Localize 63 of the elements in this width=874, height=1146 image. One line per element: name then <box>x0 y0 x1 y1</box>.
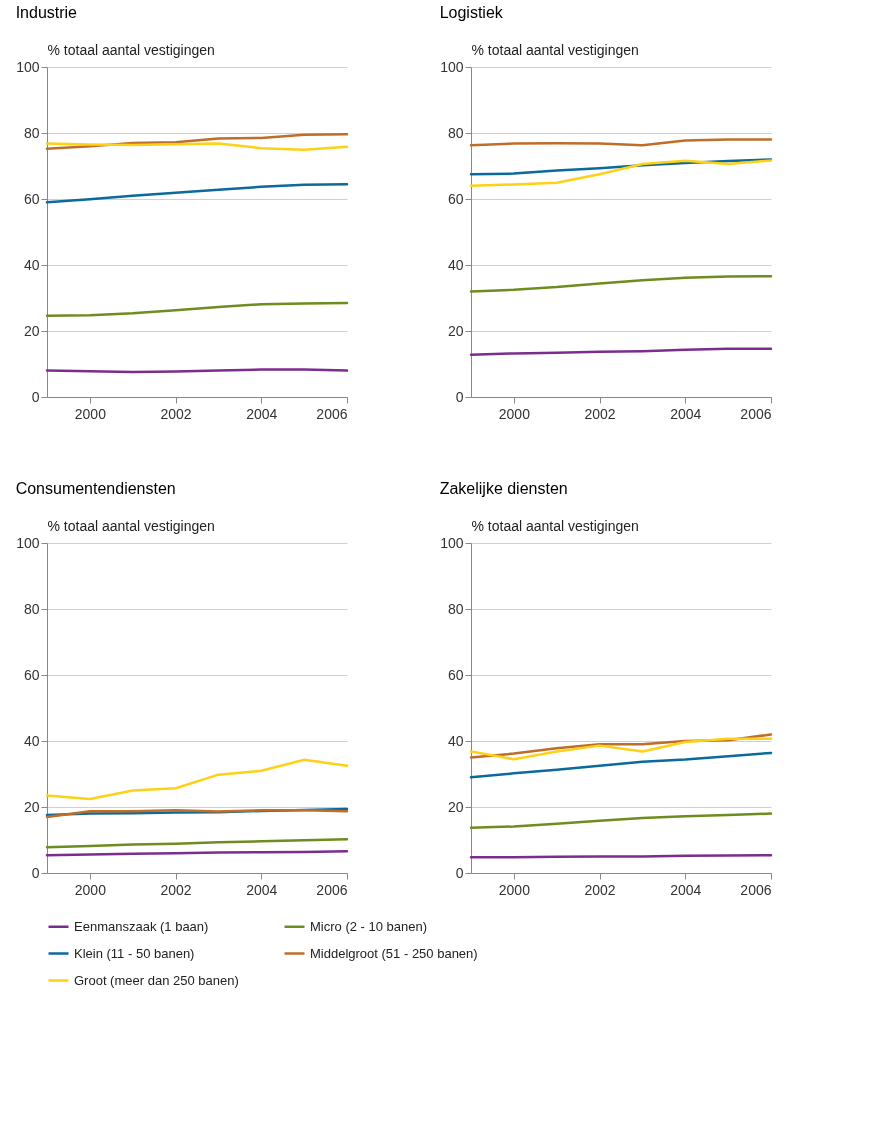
y-tick-label: 0 <box>31 864 40 881</box>
legend-label: Groot (meer dan 250 banen) <box>74 972 239 988</box>
chart-title: Consumentendiensten <box>15 480 176 497</box>
x-tick-label: 2000 <box>498 881 531 898</box>
y-tick-label: 0 <box>455 864 464 881</box>
line-series <box>469 274 773 293</box>
y-tick-label: 20 <box>23 322 40 339</box>
line-series <box>469 751 773 779</box>
chart-title: Logistiek <box>439 4 504 21</box>
y-tick-label: 0 <box>455 388 464 405</box>
legend-label: Middelgroot (51 - 250 banen) <box>310 945 478 961</box>
line-series <box>469 159 773 188</box>
x-tick-label: 2004 <box>246 405 278 422</box>
x-tick-label: 2000 <box>498 405 531 422</box>
x-tick-label: 2004 <box>670 405 702 422</box>
x-tick-label: 2006 <box>740 881 772 898</box>
y-tick-label: 80 <box>23 600 40 617</box>
y-tick-label: 40 <box>23 256 40 273</box>
line-series <box>45 182 349 204</box>
y-tick-label: 20 <box>447 798 464 815</box>
line-series <box>45 133 349 151</box>
y-axis-title: % totaal aantal vestigingen <box>471 41 639 58</box>
y-tick-label: 80 <box>447 124 464 141</box>
y-axis-title: % totaal aantal vestigingen <box>47 517 215 534</box>
line-series <box>45 758 349 801</box>
y-tick-label: 20 <box>23 798 40 815</box>
x-tick-label: 2002 <box>584 881 616 898</box>
x-tick-label: 2002 <box>160 881 192 898</box>
y-tick-label: 80 <box>447 600 464 617</box>
x-tick-label: 2006 <box>316 405 348 422</box>
y-tick-label: 20 <box>447 322 464 339</box>
x-tick-label: 2002 <box>160 405 192 422</box>
line-series <box>469 812 773 830</box>
x-tick-label: 2000 <box>74 405 107 422</box>
x-tick-label: 2000 <box>74 881 107 898</box>
y-tick-label: 100 <box>16 534 40 551</box>
legend-label: Micro (2 - 10 banen) <box>310 918 428 934</box>
y-tick-label: 0 <box>31 388 40 405</box>
legend-label: Klein (11 - 50 banen) <box>74 945 195 961</box>
y-tick-label: 100 <box>16 58 40 75</box>
line-series <box>45 301 349 318</box>
y-tick-label: 40 <box>447 256 464 273</box>
y-tick-label: 60 <box>23 666 40 683</box>
legend-label: Eenmanszaak (1 baan) <box>74 918 209 934</box>
chart-title: Industrie <box>15 4 78 21</box>
x-tick-label: 2002 <box>584 405 616 422</box>
line-series <box>45 838 349 849</box>
line-series <box>45 142 349 152</box>
y-tick-label: 80 <box>23 124 40 141</box>
y-tick-label: 40 <box>447 732 464 749</box>
y-tick-label: 40 <box>23 732 40 749</box>
y-tick-label: 100 <box>440 534 464 551</box>
y-tick-label: 60 <box>447 190 464 207</box>
x-tick-label: 2006 <box>740 405 772 422</box>
x-tick-label: 2004 <box>246 881 278 898</box>
y-tick-label: 100 <box>440 58 464 75</box>
y-tick-label: 60 <box>23 190 40 207</box>
x-tick-label: 2004 <box>670 881 702 898</box>
y-tick-label: 60 <box>447 666 464 683</box>
y-axis-title: % totaal aantal vestigingen <box>471 517 639 534</box>
y-axis-title: % totaal aantal vestigingen <box>47 41 215 58</box>
chart-title: Zakelijke diensten <box>439 480 568 497</box>
x-tick-label: 2006 <box>316 881 348 898</box>
